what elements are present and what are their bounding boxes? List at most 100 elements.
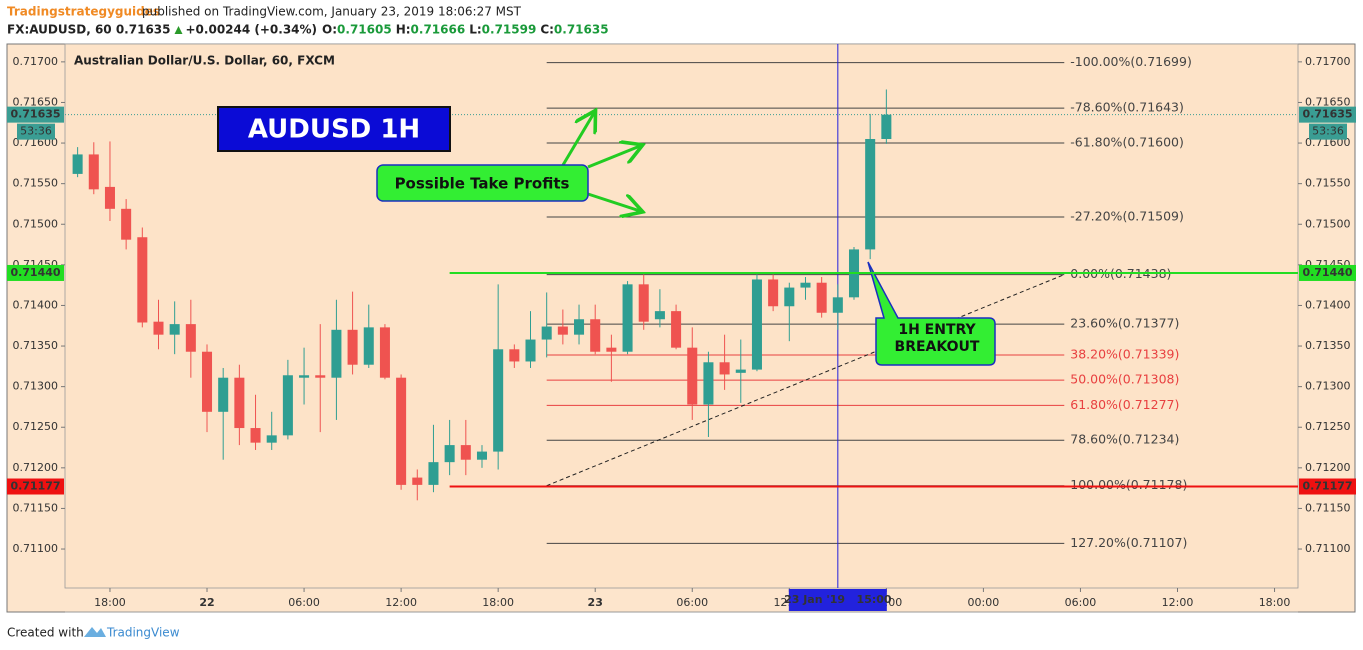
y-tick-label: 0.71500: [13, 217, 59, 230]
candle-body: [460, 445, 471, 460]
x-tick-label: 18:00: [482, 596, 514, 609]
entry-text: 1H ENTRY: [898, 322, 976, 338]
candle-body: [800, 282, 811, 288]
candle-body: [525, 339, 536, 362]
candle-body: [622, 284, 633, 352]
overlay: 0.71440 0.71440 0.71177 0.71177 0.71635 53:36…: [7, 106, 1356, 611]
pane-title: Australian Dollar/U.S. Dollar, 60, FXCM: [74, 54, 335, 68]
x-tick-label: 06:00: [676, 596, 708, 609]
last-price-tag: [1299, 106, 1356, 123]
ohlc-value: 0.71635: [554, 23, 609, 37]
footer-link[interactable]: TradingView: [106, 626, 180, 640]
ohlc-value: 0.71605: [337, 23, 392, 37]
countdown-label: 53:36: [20, 125, 52, 138]
countdown-tag: [1309, 123, 1347, 140]
candle-body: [379, 327, 390, 378]
candle-body: [169, 324, 180, 335]
price-tag-label: 0.71177: [10, 480, 60, 493]
arrow: [587, 146, 640, 169]
candle-body: [72, 154, 83, 174]
fib-label: -78.60%(0.71643): [1070, 100, 1184, 115]
arrow: [561, 113, 594, 166]
entry-text: BREAKOUT: [895, 339, 980, 355]
candle-body: [784, 287, 795, 307]
y-tick-label: 0.71550: [1305, 177, 1351, 190]
candle-body: [185, 324, 196, 352]
candle-body: [428, 462, 439, 485]
ohlc-key: O:: [322, 23, 337, 37]
x-tick-label: 23: [588, 596, 603, 609]
x-tick-label: 18:00: [94, 596, 126, 609]
ohlc-key: C:: [540, 23, 554, 37]
take-profit-text: Possible Take Profits: [395, 175, 570, 193]
candle-body: [137, 237, 148, 323]
price-tag-label: 0.71440: [10, 266, 60, 279]
candle-body: [881, 114, 892, 139]
last-price-label: 0.71635: [1302, 108, 1352, 121]
title-box: [217, 106, 451, 152]
y-tick-label: 0.71250: [13, 420, 59, 433]
publisher[interactable]: Tradingstrategyguides: [7, 5, 160, 19]
x-tick-label: 00:00: [968, 596, 1000, 609]
y-tick-label: 0.71650: [1305, 95, 1351, 108]
candle-body: [509, 349, 520, 362]
trendline: [546, 274, 1065, 487]
candle-body: [671, 311, 682, 348]
x-tick-label: 06:00: [288, 596, 320, 609]
countdown-label: 53:36: [1312, 125, 1344, 138]
ohlc-key: L:: [469, 23, 481, 37]
y-tick-label: 0.71250: [1305, 420, 1351, 433]
candle-body: [574, 319, 585, 335]
candle-body: [493, 349, 504, 452]
y-tick-label: 0.71300: [13, 380, 59, 393]
published-info: published on TradingView.com, January 23…: [142, 5, 522, 19]
candle-body: [719, 362, 730, 375]
candle-body: [347, 329, 358, 365]
candle-body: [396, 377, 407, 485]
ohlc-value: 0.71666: [411, 23, 466, 37]
y-tick-label: 0.71650: [13, 95, 59, 108]
y-tick-label: 0.71300: [1305, 380, 1351, 393]
symbol-line: FX:AUDUSD, 60 0.71635: [7, 23, 171, 37]
x-tick-label: 18:00: [1259, 596, 1291, 609]
candle-body: [541, 326, 552, 340]
last-price-tag: [7, 106, 64, 123]
fib-label: 100.00%(0.71178): [1070, 477, 1187, 492]
y-tick-label: 0.71350: [13, 339, 59, 352]
y-tick-label: 0.71150: [1305, 501, 1351, 514]
candle-body: [606, 347, 617, 352]
candle-body: [412, 477, 423, 485]
y-tick-label: 0.71700: [13, 55, 59, 68]
candle-body: [832, 297, 843, 313]
candle-body: [444, 445, 455, 463]
candle-body: [282, 375, 293, 436]
y-tick-label: 0.71350: [1305, 339, 1351, 352]
candle-body: [315, 375, 326, 378]
fib-label: -27.20%(0.71509): [1070, 208, 1184, 223]
entry-box: [867, 261, 996, 366]
change: +0.00244 (+0.34%): [186, 23, 318, 37]
candle-body: [735, 369, 746, 373]
candle-body: [234, 377, 245, 429]
candle-body: [121, 208, 132, 240]
price-tag-label: 0.71177: [1302, 480, 1352, 493]
y-tick-label: 0.71100: [13, 542, 59, 555]
ohlc-key: H:: [396, 23, 411, 37]
fib-label: 38.20%(0.71339): [1070, 346, 1179, 361]
fib-label: 61.80%(0.71277): [1070, 397, 1179, 412]
x-tick-label: 06:00: [1065, 596, 1097, 609]
crosshair-tag: [788, 589, 887, 611]
crosshair-label: 23 Jan '19 15:00: [784, 593, 892, 606]
price-tag: [7, 478, 64, 495]
y-tick-label: 0.71200: [13, 461, 59, 474]
y-tick-label: 0.71100: [1305, 542, 1351, 555]
price-tag-label: 0.71440: [1302, 266, 1352, 279]
change-arrow: [174, 26, 183, 34]
logo: [84, 627, 106, 637]
candle-body: [202, 351, 213, 412]
candle-body: [590, 319, 601, 352]
price-tag: [7, 264, 64, 281]
candle-body: [816, 282, 827, 313]
candle-body: [865, 138, 876, 250]
y-tick-label: 0.71400: [1305, 298, 1351, 311]
